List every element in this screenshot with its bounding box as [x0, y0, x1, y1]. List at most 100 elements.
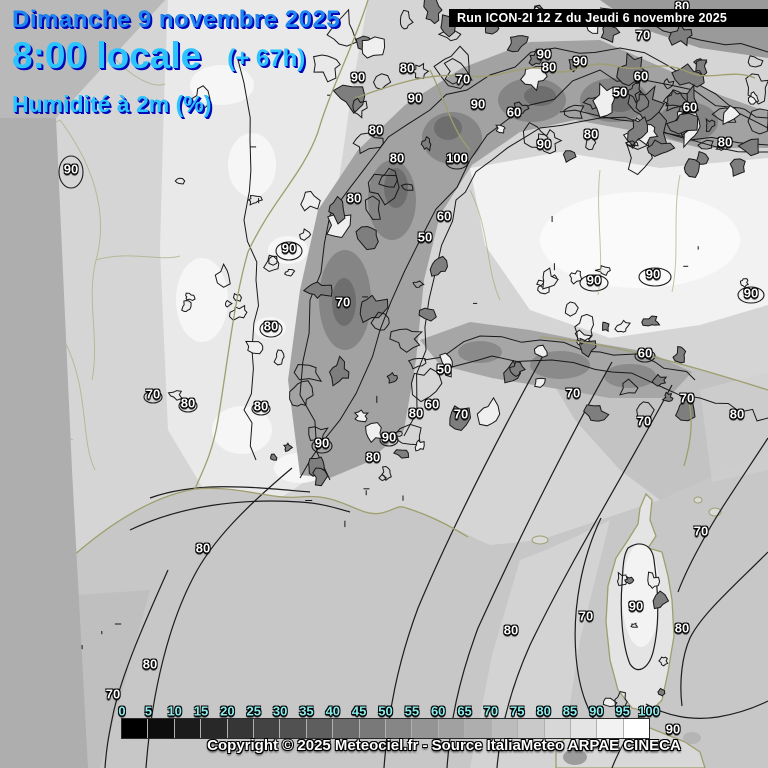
terrain-contour-line [616, 571, 628, 587]
colorbar-tick: 40 [325, 703, 341, 719]
forecast-time: 8:00 locale [12, 35, 202, 76]
forecast-time-row: 8:00 locale (+ 67h) [12, 35, 340, 77]
contour-value-label: 90 [63, 161, 79, 177]
terrain-contour-line [657, 687, 666, 697]
region-sardinia-dark [563, 749, 587, 765]
terrain-contour-line [299, 228, 312, 241]
terrain-contour-line [537, 128, 563, 155]
contour-value-label: 80 [180, 395, 196, 411]
terrain-contour-line [569, 270, 583, 285]
terrain-contour-line [284, 269, 296, 277]
terrain-contour-line [739, 278, 749, 289]
colorbar-segment [597, 719, 624, 738]
run-info-bar: Run ICON-2I 12 Z du Jeudi 6 novembre 202… [449, 9, 768, 27]
terrain-contour-line [616, 52, 648, 87]
contour-value-label: 80 [408, 405, 424, 421]
contour-value-label: 90 [645, 266, 661, 282]
terrain-contour-line [237, 59, 260, 461]
region-sea-east-light [700, 372, 768, 482]
terrain-contour-line [308, 426, 329, 445]
colorbar-tick: 100 [638, 703, 660, 719]
colorbar-tick: 90 [589, 703, 604, 719]
colorbar-tick: 0 [118, 703, 126, 719]
terrain-contour-line [328, 195, 346, 225]
colorbar-segment [570, 719, 598, 738]
terrain-contour-line [273, 349, 285, 366]
colorbar-tick: 35 [299, 703, 314, 719]
copyright-text: Copyright © 2025 Meteociel.fr - Source I… [207, 737, 681, 754]
colorbar-tick: 45 [351, 703, 367, 719]
terrain-contour-line [190, 85, 211, 111]
terrain-contour-line [658, 656, 669, 667]
terrain-contour-line [729, 158, 746, 177]
terrain-contour-line [435, 355, 768, 422]
terrain-contour-line [722, 105, 741, 126]
colorbar-segment [465, 719, 492, 738]
contour-value-label: 90 [586, 272, 602, 288]
terrain-contour-line [410, 367, 443, 403]
contour-value-label: 90 [743, 285, 759, 301]
terrain-contour-line [443, 58, 473, 85]
terrain-contour-line [326, 8, 358, 47]
terrain-contour-line [662, 89, 688, 112]
terrain-contour-line [583, 404, 610, 422]
terrain-contour-line [293, 363, 323, 382]
terrain-contour-line [359, 294, 389, 324]
terrain-contour-line [602, 321, 610, 333]
contour-value-label: 70 [679, 390, 695, 406]
contour-value-label: 60 [633, 68, 649, 84]
terrain-contour-line [646, 139, 676, 157]
region-sardinia-islet [683, 732, 701, 744]
colorbar-tick: 75 [510, 703, 525, 719]
contour-value-label: 100 [446, 150, 468, 166]
colorbar-tick: 10 [167, 703, 182, 719]
terrain-contour-line [400, 183, 414, 191]
terrain-contour-line [433, 45, 470, 90]
contour-value-label: 90 [628, 598, 644, 614]
terrain-contour-line [247, 194, 264, 206]
terrain-contour-line [695, 150, 710, 165]
terrain-contour-line [352, 132, 384, 155]
contour-value-label: 80 [389, 150, 405, 166]
terrain-contour-line [312, 467, 329, 487]
terrain-contour-line [683, 158, 701, 178]
terrain-contour-line [564, 301, 579, 317]
terrain-contour-line [634, 90, 650, 113]
terrain-contour-line [361, 36, 386, 59]
terrain-contour-line [651, 373, 668, 387]
region-alps-ridge [288, 40, 768, 478]
terrain-contour-line [592, 82, 617, 119]
terrain-contour-line [647, 571, 661, 590]
terrain-contour-line [282, 442, 294, 453]
terrain-contour-line [414, 439, 425, 452]
terrain-contour-line [534, 377, 546, 388]
terrain-contour-line [624, 575, 635, 585]
terrain-contour-line [668, 22, 693, 47]
terrain-contour-line [562, 150, 577, 163]
contour-value-label: 90 [350, 69, 366, 85]
contour-value-label: 80 [346, 190, 362, 206]
terrain-contour-line [614, 691, 628, 711]
terrain-contour-line [381, 465, 392, 482]
contour-value-label: 70 [578, 608, 594, 624]
terrain-contour-line [353, 409, 370, 423]
contour-value-label: 70 [453, 406, 469, 422]
contour-value-label: 70 [565, 385, 581, 401]
terrain-contour-line [214, 263, 231, 288]
terrain-contour-line [652, 590, 670, 610]
colorbar-segment [518, 719, 545, 738]
terrain-contour-line [185, 292, 196, 301]
terrain-contour-line [636, 401, 655, 419]
terrain-contour-line [745, 73, 768, 105]
terrain-contour-line [224, 299, 233, 308]
terrain-contour-line [674, 397, 696, 422]
contour-value-label: 60 [506, 104, 522, 120]
terrain-contour-line [365, 422, 383, 444]
contour-value-label: 80 [729, 406, 745, 422]
terrain-contour-line [533, 344, 548, 358]
contour-value-label: 80 [253, 398, 269, 414]
terrain-contour-line [614, 319, 632, 333]
terrain-contour-line [407, 358, 427, 370]
